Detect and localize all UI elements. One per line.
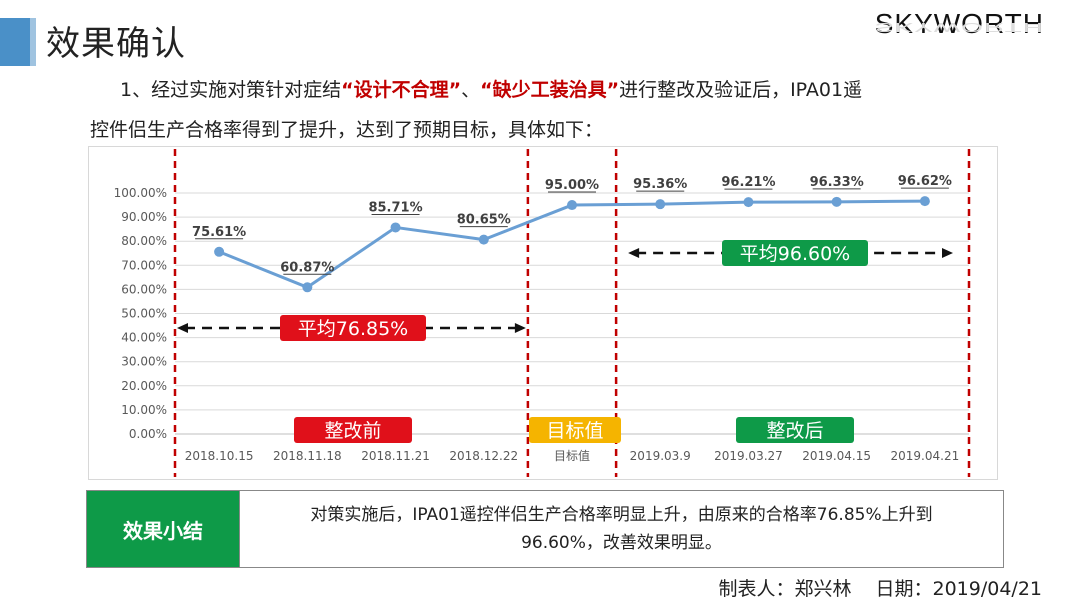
summary-text-line-1: 对策实施后，IPA01遥控伴侣生产合格率明显上升，由原来的合格率76.85%上升… bbox=[310, 505, 933, 525]
summary-text-line-2: 96.60%，改善效果明显。 bbox=[521, 533, 722, 553]
data-point bbox=[302, 282, 313, 293]
data-label: 60.87% bbox=[280, 260, 334, 275]
data-point bbox=[478, 234, 489, 245]
data-point bbox=[919, 196, 930, 207]
y-tick-label: 80.00% bbox=[121, 234, 167, 248]
avg-before-arrow-right-head bbox=[514, 323, 526, 333]
phase-before-label-bg bbox=[294, 417, 412, 443]
x-tick-label: 目标值 bbox=[554, 448, 590, 463]
data-label: 96.62% bbox=[898, 174, 952, 189]
footer-maker: 制表人：郑兴林 bbox=[718, 578, 852, 600]
data-label: 96.21% bbox=[721, 175, 775, 190]
avg-after-arrow-left-head bbox=[628, 248, 640, 258]
chart-frame: 0.00% 10.00% 20.00% 30.00% 40.00% 50.00% 60.00… bbox=[88, 146, 998, 480]
intro-line-2: 控件侣生产合格率得到了提升，达到了预期目标，具体如下： bbox=[90, 119, 604, 141]
phase-target-label: 目标值 bbox=[546, 420, 603, 442]
intro-separator: 、 bbox=[461, 79, 481, 101]
phase-after-label-bg bbox=[736, 417, 854, 443]
intro-line-1: 1、经过实施对策针对症结“设计不合理”、“缺少工装治具”进行整改及验证后，IPA… bbox=[90, 70, 1020, 110]
data-label: 80.65% bbox=[457, 213, 511, 228]
y-tick-label: 0.00% bbox=[129, 427, 167, 441]
summary-text: 对策实施后，IPA01遥控伴侣生产合格率明显上升，由原来的合格率76.85%上升… bbox=[240, 491, 1003, 567]
title-accent-bar bbox=[0, 18, 30, 66]
avg-before-label: 平均76.85% bbox=[298, 318, 408, 340]
avg-after-label: 平均96.60% bbox=[740, 243, 850, 265]
data-point bbox=[214, 246, 225, 257]
pass-rate-line-chart: 0.00% 10.00% 20.00% 30.00% 40.00% 50.00% 60.00… bbox=[114, 149, 971, 477]
data-label: 96.33% bbox=[810, 175, 864, 190]
x-tick-label: 2018.12.22 bbox=[449, 449, 518, 463]
data-point bbox=[831, 196, 842, 207]
data-point bbox=[743, 197, 754, 208]
phase-target-label-bg bbox=[529, 417, 621, 443]
data-point bbox=[567, 200, 577, 211]
page-title: 效果确认 bbox=[46, 24, 186, 64]
phase-after-label: 整改后 bbox=[766, 420, 823, 442]
data-label: 95.00% bbox=[545, 178, 599, 193]
data-label: 85.71% bbox=[368, 200, 422, 215]
intro-prefix: 1、经过实施对策针对症结 bbox=[120, 79, 342, 101]
footer: 制表人：郑兴林 日期：2019/04/21 bbox=[718, 574, 1042, 601]
y-tick-label: 40.00% bbox=[121, 331, 167, 345]
x-tick-label: 2018.11.21 bbox=[361, 449, 430, 463]
data-point bbox=[655, 199, 666, 210]
brand-logo-reflection: SKYWORTH bbox=[874, 20, 1044, 34]
x-tick-label: 2019.03.9 bbox=[630, 449, 691, 463]
avg-before-arrow-left-head bbox=[177, 323, 188, 333]
y-tick-label: 30.00% bbox=[121, 355, 167, 369]
data-point bbox=[390, 222, 401, 233]
avg-before-label-bg bbox=[280, 315, 426, 341]
intro-highlight-1: “设计不合理” bbox=[341, 79, 462, 101]
summary-label: 效果小结 bbox=[87, 491, 240, 567]
x-tick-label: 2019.04.15 bbox=[802, 449, 871, 463]
intro-paragraph: 1、经过实施对策针对症结“设计不合理”、“缺少工装治具”进行整改及验证后，IPA… bbox=[90, 70, 1020, 150]
avg-after-arrow-right-head bbox=[942, 248, 953, 258]
data-label: 95.36% bbox=[633, 177, 687, 192]
avg-after-label-bg bbox=[722, 240, 868, 266]
y-tick-label: 70.00% bbox=[121, 258, 167, 272]
intro-highlight-2: “缺少工装治具” bbox=[480, 79, 620, 101]
x-tick-label: 2019.03.27 bbox=[714, 449, 783, 463]
brand-logo: SKYWORTH bbox=[874, 8, 1044, 39]
y-tick-label: 20.00% bbox=[121, 379, 167, 393]
title-accent-bar-light bbox=[30, 18, 36, 66]
intro-suffix: 进行整改及验证后，IPA01遥 bbox=[619, 79, 863, 101]
y-tick-label: 100.00% bbox=[114, 186, 167, 200]
phase-before-label: 整改前 bbox=[324, 420, 381, 442]
y-tick-label: 50.00% bbox=[121, 307, 167, 321]
y-tick-label: 90.00% bbox=[121, 210, 167, 224]
data-label: 75.61% bbox=[192, 225, 246, 240]
y-tick-label: 60.00% bbox=[121, 282, 167, 296]
y-tick-label: 10.00% bbox=[121, 403, 167, 417]
footer-date: 日期：2019/04/21 bbox=[875, 578, 1042, 600]
x-tick-label: 2018.10.15 bbox=[185, 449, 254, 463]
summary-box: 效果小结 对策实施后，IPA01遥控伴侣生产合格率明显上升，由原来的合格率76.… bbox=[86, 490, 1004, 568]
x-tick-label: 2019.04.21 bbox=[891, 449, 960, 463]
x-tick-label: 2018.11.18 bbox=[273, 449, 342, 463]
